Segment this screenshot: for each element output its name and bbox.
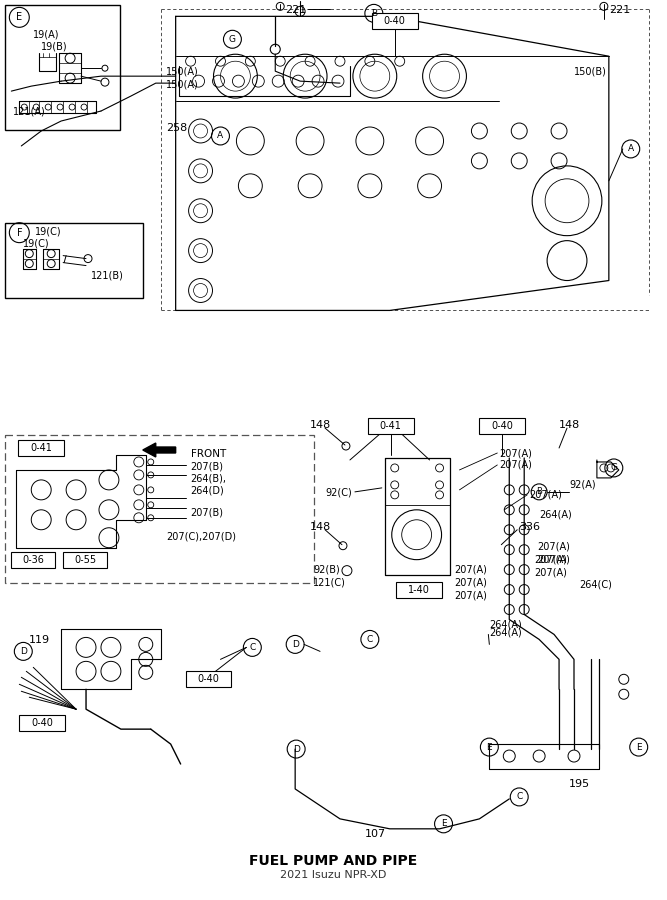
Text: FUEL PUMP AND PIPE: FUEL PUMP AND PIPE: [249, 854, 417, 868]
Text: 148: 148: [559, 420, 580, 430]
Text: B: B: [371, 9, 377, 18]
Bar: [372, 14, 418, 30]
Text: 207(A): 207(A): [534, 554, 567, 564]
Text: 92(C): 92(C): [325, 488, 352, 498]
Text: 0-40: 0-40: [31, 718, 53, 728]
Text: 92(B): 92(B): [313, 564, 340, 574]
Text: 0-40: 0-40: [384, 16, 406, 26]
Text: 207(A): 207(A): [454, 564, 488, 574]
Text: 107: 107: [365, 829, 386, 839]
Bar: [185, 671, 231, 688]
Text: 264(D): 264(D): [191, 486, 224, 496]
Text: 119: 119: [29, 635, 51, 645]
Text: 0-36: 0-36: [22, 554, 44, 564]
Text: 2021 Isuzu NPR-XD: 2021 Isuzu NPR-XD: [280, 869, 386, 879]
Text: 264(C): 264(C): [579, 580, 612, 590]
Bar: [5, 222, 143, 299]
Text: 148: 148: [310, 420, 331, 430]
Bar: [396, 581, 442, 598]
Bar: [18, 440, 64, 456]
Text: 150(A): 150(A): [165, 79, 199, 89]
Text: E: E: [441, 819, 446, 828]
Text: 207(A): 207(A): [534, 568, 567, 578]
Text: 207(A): 207(A): [500, 448, 532, 458]
Text: 150(B): 150(B): [574, 67, 607, 76]
Bar: [63, 552, 107, 568]
Text: 207(A): 207(A): [454, 578, 488, 588]
Text: 207(B): 207(B): [191, 462, 223, 472]
Text: 1-40: 1-40: [408, 585, 430, 595]
Text: 0-41: 0-41: [380, 421, 402, 431]
Text: 150(A): 150(A): [165, 67, 199, 76]
Text: A: A: [217, 131, 223, 140]
Text: C: C: [367, 634, 373, 644]
Text: 207(C),207(D): 207(C),207(D): [167, 532, 237, 542]
Text: 207(B): 207(B): [191, 508, 223, 518]
Text: 207(A): 207(A): [529, 490, 562, 500]
Text: FRONT: FRONT: [191, 449, 226, 459]
Text: F: F: [17, 228, 22, 238]
Text: B: B: [536, 488, 542, 497]
Text: D: D: [293, 744, 299, 753]
Text: D: D: [20, 647, 27, 656]
Bar: [480, 418, 525, 434]
Bar: [11, 552, 55, 568]
Text: C: C: [516, 792, 522, 801]
Text: 148: 148: [310, 522, 331, 532]
Text: C: C: [249, 643, 255, 652]
Text: G: G: [229, 35, 236, 44]
Bar: [368, 418, 414, 434]
Text: D: D: [291, 640, 299, 649]
Bar: [5, 5, 120, 130]
Text: 19(C): 19(C): [35, 227, 62, 237]
Text: 19(A): 19(A): [33, 30, 60, 40]
Text: 264(A): 264(A): [490, 627, 522, 637]
Text: 207(A): 207(A): [537, 554, 570, 564]
Bar: [19, 716, 65, 731]
Text: 19(B): 19(B): [41, 41, 68, 51]
Text: 221: 221: [285, 5, 306, 15]
Text: G: G: [610, 464, 618, 472]
Text: 336: 336: [519, 522, 540, 532]
Text: 258: 258: [165, 123, 187, 133]
Text: 0-55: 0-55: [74, 554, 96, 564]
Text: 121(C): 121(C): [313, 578, 346, 588]
Text: 0-41: 0-41: [30, 443, 52, 453]
Text: 207(A): 207(A): [500, 460, 532, 470]
Text: 264(A): 264(A): [490, 619, 522, 629]
Polygon shape: [143, 443, 175, 457]
Bar: [5, 435, 314, 582]
Text: 121(B): 121(B): [91, 271, 124, 281]
Text: 221: 221: [609, 5, 630, 15]
Text: 207(A): 207(A): [537, 542, 570, 552]
Text: 19(C): 19(C): [23, 238, 50, 248]
Text: A: A: [628, 144, 634, 153]
Text: E: E: [16, 13, 23, 22]
Text: 207(A): 207(A): [454, 590, 488, 600]
Text: 0-40: 0-40: [492, 421, 513, 431]
Text: 121(A): 121(A): [13, 106, 46, 116]
Text: 264(A): 264(A): [539, 509, 572, 520]
Text: 92(A): 92(A): [569, 480, 596, 490]
Text: 264(B),: 264(B),: [191, 474, 227, 484]
Text: E: E: [486, 742, 492, 752]
Text: 0-40: 0-40: [197, 674, 219, 684]
Text: 195: 195: [569, 779, 590, 789]
Text: E: E: [636, 742, 642, 752]
